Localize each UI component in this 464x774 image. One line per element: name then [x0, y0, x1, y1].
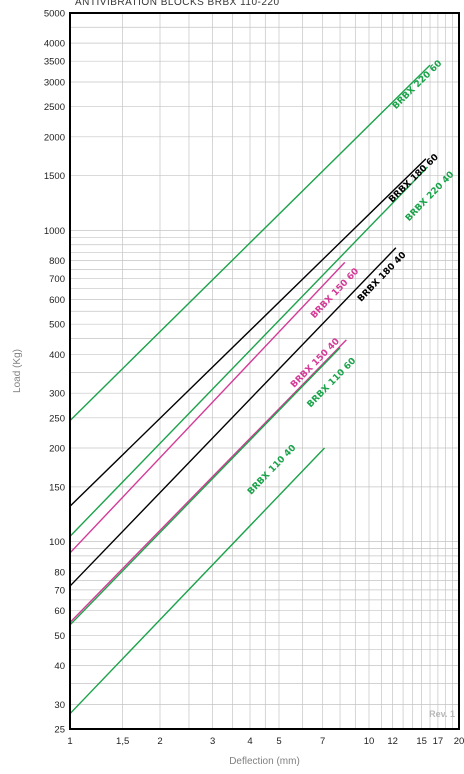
y-tick-label: 3000: [44, 78, 65, 89]
series-line-brbx-110-40: [69, 447, 326, 715]
revision-note: Rev. 1: [429, 709, 455, 719]
y-tick-label: 3500: [44, 57, 65, 68]
x-axis-ticks: 1 1,5 2 3 4 5 7 10 12 15 17 20: [67, 736, 464, 747]
y-tick-label: 1000: [44, 226, 65, 237]
x-tick-label: 10: [364, 736, 375, 747]
plot-frame: [69, 12, 460, 730]
series-line-brbx-180-40: [69, 247, 397, 587]
y-tick-label: 150: [49, 482, 65, 493]
x-tick-label: 15: [416, 736, 427, 747]
y-tick-label: 800: [49, 256, 65, 267]
y-tick-label: 70: [54, 585, 65, 596]
y-tick-label: 600: [49, 295, 65, 306]
y-tick-label: 25: [54, 725, 65, 736]
y-tick-label: 5000: [44, 9, 65, 20]
x-tick-label: 12: [387, 736, 398, 747]
series-line-brbx-150-40: [69, 339, 347, 623]
y-tick-label: 40: [54, 661, 65, 672]
x-tick-label: 2: [157, 736, 162, 747]
y-tick-label: 400: [49, 350, 65, 361]
y-tick-label: 500: [49, 320, 65, 331]
x-tick-label: 5: [276, 736, 281, 747]
y-tick-label: 50: [54, 631, 65, 642]
x-tick-label: 7: [320, 736, 325, 747]
y-axis-ticks: 25 30 40 50 60 70 80 100 150 200 250 300 400 500 600 70…: [44, 9, 65, 736]
y-tick-label: 700: [49, 274, 65, 285]
y-tick-label: 1500: [44, 171, 65, 182]
y-axis-title: Load (Kg): [12, 349, 23, 393]
series-line-brbx-150-60: [69, 261, 346, 554]
y-tick-label: 2000: [44, 132, 65, 143]
x-tick-label: 1: [67, 736, 72, 747]
y-tick-label: 30: [54, 700, 65, 711]
series-label-brbx-220-60: BRBX 220 60: [391, 59, 444, 112]
series-line-brbx-220-60: [69, 64, 431, 422]
series-line-brbx-220-40: [69, 166, 429, 537]
series-lines: [69, 64, 431, 715]
series-line-brbx-110-60: [69, 347, 341, 626]
chart-title: ANTIVIBRATION BLOCKS BRBX 110-220: [75, 0, 280, 8]
y-tick-label: 250: [49, 413, 65, 424]
x-axis-title: Deflection (mm): [229, 756, 300, 767]
y-tick-label: 100: [49, 537, 65, 548]
y-tick-label: 2500: [44, 102, 65, 113]
series-label-brbx-180-40: BRBX 180 40: [356, 250, 408, 304]
grid: [69, 12, 460, 730]
series-label-brbx-110-40: BRBX 110 40: [246, 443, 298, 497]
series-label-brbx-150-60: BRBX 150 60: [309, 267, 361, 321]
y-tick-label: 4000: [44, 39, 65, 50]
x-tick-label: 1,5: [116, 736, 129, 747]
x-tick-label: 4: [247, 736, 252, 747]
y-tick-label: 60: [54, 606, 65, 617]
y-tick-label: 300: [49, 389, 65, 400]
x-tick-label: 20: [454, 736, 464, 747]
x-tick-label: 17: [433, 736, 444, 747]
x-tick-label: 3: [210, 736, 215, 747]
y-tick-label: 80: [54, 567, 65, 578]
series-line-brbx-180-60: [69, 158, 427, 507]
y-tick-label: 200: [49, 443, 65, 454]
